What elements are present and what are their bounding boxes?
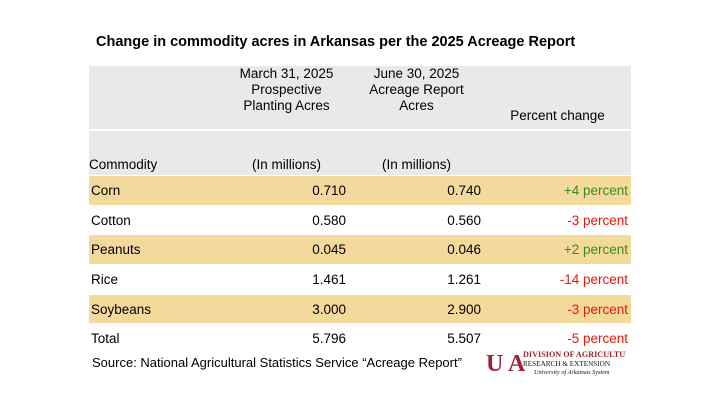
table-row-total: Total 5.796 5.507 -5 percent	[89, 323, 631, 354]
page-title: Change in commodity acres in Arkansas pe…	[96, 34, 576, 50]
header-june-unit: (In millions)	[349, 130, 484, 176]
header-blank-cell	[89, 66, 224, 131]
percent-change-cell: -14 percent	[484, 264, 631, 295]
header-percent-change: Percent change	[484, 66, 631, 131]
percent-change-cell: -3 percent	[484, 293, 631, 324]
header-march-acres: March 31, 2025 Prospective Planting Acre…	[224, 66, 349, 131]
header-march-line: Prospective	[251, 82, 322, 97]
table-row: Soybeans 3.000 2.900 -3 percent	[89, 293, 631, 324]
header-commodity: Commodity	[89, 130, 224, 176]
june-acres-cell: 5.507	[349, 323, 484, 354]
commodity-cell: Peanuts	[89, 234, 224, 265]
header-march-line: Planting Acres	[243, 98, 330, 113]
header-june-line: Acres	[399, 98, 434, 113]
march-acres-cell: 0.045	[224, 234, 349, 265]
commodity-cell: Corn	[89, 175, 224, 206]
commodity-cell: Soybeans	[89, 293, 224, 324]
percent-change-cell: +4 percent	[484, 175, 631, 206]
commodity-cell: Cotton	[89, 204, 224, 235]
header-june-acres: June 30, 2025 Acreage Report Acres	[349, 66, 484, 131]
logo-line-3: University of Arkansas System	[534, 369, 610, 376]
header-blank-unit	[484, 130, 631, 176]
table-row: Rice 1.461 1.261 -14 percent	[89, 264, 631, 295]
table-row: Peanuts 0.045 0.046 +2 percent	[89, 234, 631, 265]
table-row: Corn 0.710 0.740 +4 percent	[89, 175, 631, 206]
header-march-line: March 31, 2025	[239, 66, 334, 81]
header-june-line: Acreage Report	[369, 82, 464, 97]
logo-mark: U A	[486, 351, 526, 377]
march-acres-cell: 0.710	[224, 175, 349, 206]
header-march-unit: (In millions)	[224, 130, 349, 176]
march-acres-cell: 3.000	[224, 293, 349, 324]
june-acres-cell: 0.046	[349, 234, 484, 265]
june-acres-cell: 1.261	[349, 264, 484, 295]
table-row: Cotton 0.580 0.560 -3 percent	[89, 204, 631, 235]
commodity-cell: Total	[89, 323, 224, 354]
division-of-agriculture-logo: U A DIVISION OF AGRICULTURE RESEARCH & E…	[486, 350, 626, 377]
header-june-line: June 30, 2025	[373, 66, 460, 81]
table-body: Corn 0.710 0.740 +4 percent Cotton 0.580…	[89, 175, 631, 354]
percent-change-cell: +2 percent	[484, 234, 631, 265]
march-acres-cell: 0.580	[224, 204, 349, 235]
june-acres-cell: 2.900	[349, 293, 484, 324]
logo-line-1: DIVISION OF AGRICULTURE	[523, 350, 626, 359]
percent-change-cell: -5 percent	[484, 323, 631, 354]
june-acres-cell: 0.740	[349, 175, 484, 206]
logo-line-2: RESEARCH & EXTENSION	[523, 360, 611, 368]
march-acres-cell: 5.796	[224, 323, 349, 354]
march-acres-cell: 1.461	[224, 264, 349, 295]
june-acres-cell: 0.560	[349, 204, 484, 235]
source-note: Source: National Agricultural Statistics…	[92, 355, 462, 370]
acreage-table: March 31, 2025 Prospective Planting Acre…	[89, 66, 631, 354]
percent-change-cell: -3 percent	[484, 204, 631, 235]
commodity-cell: Rice	[89, 264, 224, 295]
